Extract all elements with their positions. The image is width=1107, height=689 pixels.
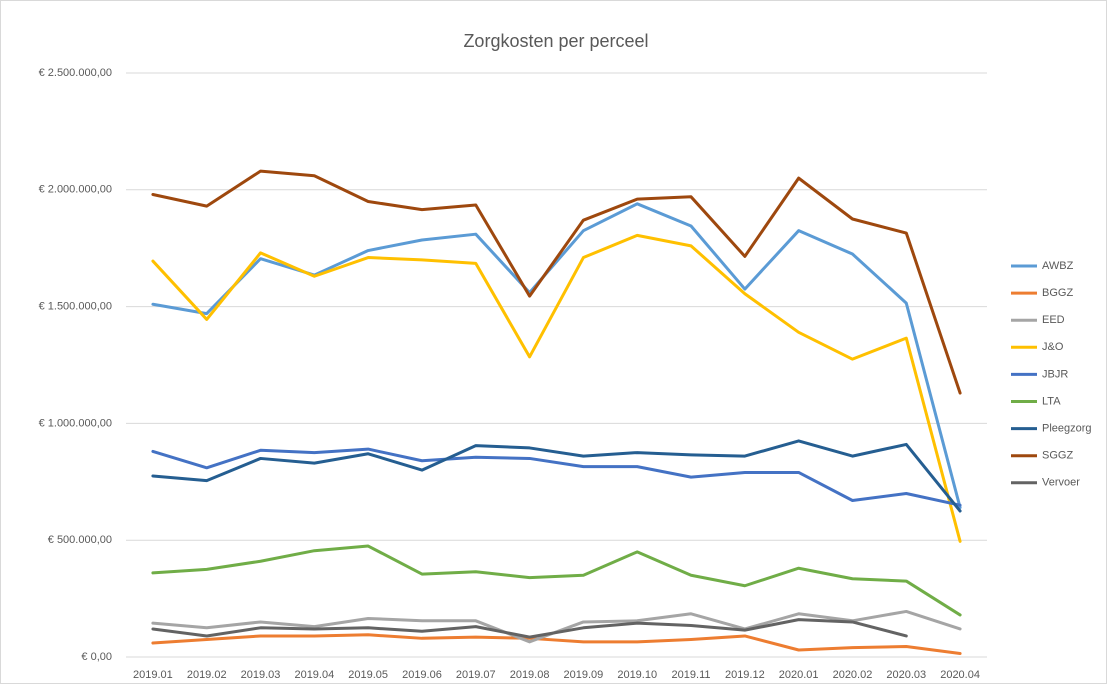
x-tick-label: 2020.04 <box>940 669 980 681</box>
legend-label: AWBZ <box>1042 260 1074 272</box>
y-tick-label: € 2.500.000,00 <box>39 67 112 79</box>
x-tick-label: 2019.09 <box>564 669 604 681</box>
series-line <box>151 202 962 509</box>
x-tick-label: 2019.03 <box>241 669 281 681</box>
y-tick-label: € 1.000.000,00 <box>39 417 112 429</box>
legend-label: EED <box>1042 314 1065 326</box>
x-tick-label: 2019.06 <box>402 669 442 681</box>
chart-title: Zorgkosten per perceel <box>463 31 648 51</box>
series-line <box>151 233 962 543</box>
x-tick-label: 2019.12 <box>725 669 765 681</box>
x-tick-label: 2019.08 <box>510 669 550 681</box>
x-tick-label: 2020.02 <box>833 669 873 681</box>
legend-label: Vervoer <box>1042 477 1080 489</box>
series-line <box>151 447 962 507</box>
legend-label: SGGZ <box>1042 450 1073 462</box>
series-line <box>151 618 908 639</box>
x-tick-label: 2019.02 <box>187 669 227 681</box>
x-tick-label: 2019.07 <box>456 669 496 681</box>
x-tick-label: 2020.01 <box>779 669 819 681</box>
x-tick-label: 2019.10 <box>617 669 657 681</box>
y-tick-label: € 0,00 <box>81 651 112 663</box>
x-tick-label: 2019.04 <box>294 669 334 681</box>
y-tick-label: € 2.000.000,00 <box>39 184 112 196</box>
legend-label: BGGZ <box>1042 287 1073 299</box>
x-tick-label: 2019.11 <box>672 669 711 681</box>
series-line <box>151 439 962 513</box>
legend-label: J&O <box>1042 341 1064 353</box>
y-tick-label: € 1.500.000,00 <box>39 301 112 313</box>
series-line <box>151 544 962 617</box>
x-tick-label: 2020.03 <box>886 669 926 681</box>
legend-label: JBJR <box>1042 368 1068 380</box>
x-tick-label: 2019.05 <box>348 669 388 681</box>
legend-label: Pleegzorg <box>1042 423 1092 435</box>
series-line <box>151 169 962 395</box>
series-line <box>151 633 962 655</box>
legend-label: LTA <box>1042 395 1061 407</box>
y-tick-label: € 500.000,00 <box>48 534 112 546</box>
x-tick-label: 2019.01 <box>133 669 173 681</box>
